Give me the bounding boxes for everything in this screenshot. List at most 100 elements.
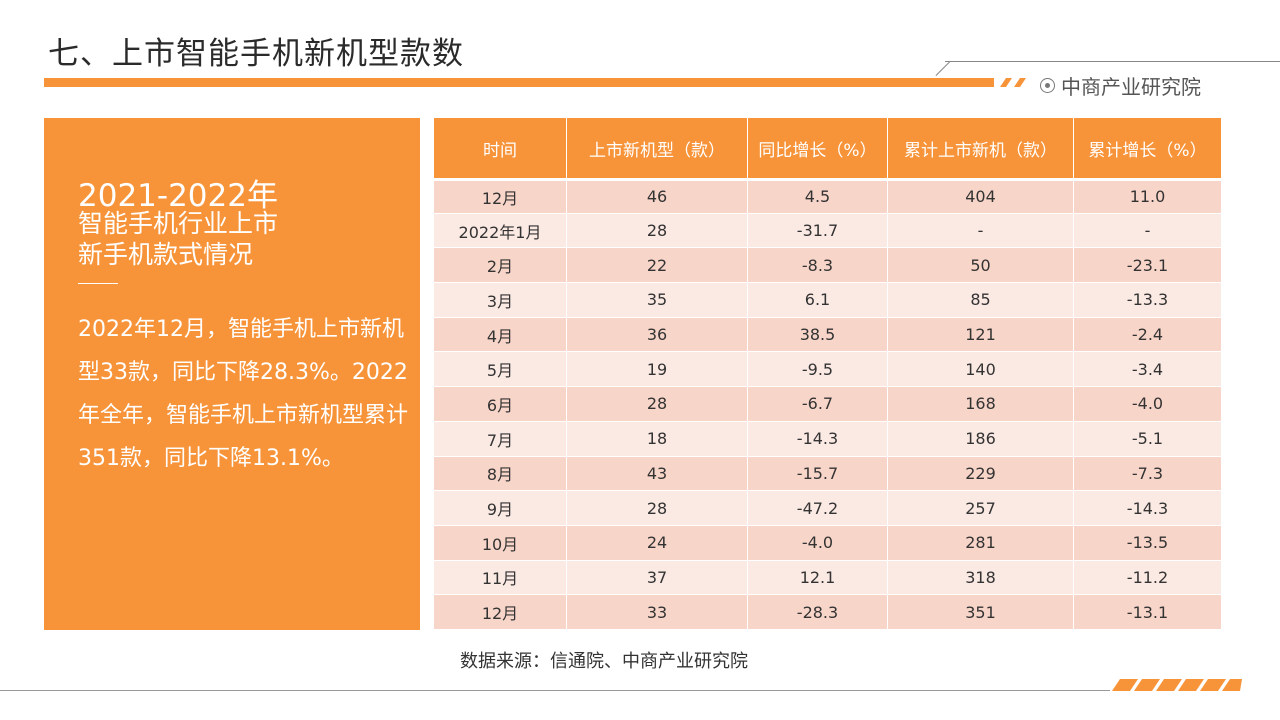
cell-cumulative-growth: -7.3: [1074, 455, 1221, 491]
cell-time: 12月: [434, 594, 567, 629]
brand-logo: 中商产业研究院: [1040, 71, 1201, 100]
target-icon: [1040, 78, 1055, 93]
cell-yoy-growth: 12.1: [748, 559, 888, 595]
header-time: 时间: [434, 118, 567, 178]
cell-cumulative-models: 318: [888, 559, 1074, 595]
cell-new-models: 43: [567, 455, 748, 491]
cell-cumulative-models: 186: [888, 420, 1074, 456]
cell-yoy-growth: -14.3: [748, 420, 888, 456]
cell-cumulative-growth: -13.5: [1074, 524, 1221, 560]
table-row: 12月 46 4.5 404 11.0: [434, 178, 1221, 213]
cell-yoy-growth: -9.5: [748, 351, 888, 387]
cell-new-models: 36: [567, 316, 748, 352]
cell-new-models: 18: [567, 420, 748, 456]
cell-time: 11月: [434, 559, 567, 595]
cell-time: 10月: [434, 524, 567, 560]
cell-cumulative-growth: -13.3: [1074, 282, 1221, 317]
table-row: 2月 22 -8.3 50 -23.1: [434, 247, 1221, 283]
cell-cumulative-models: 140: [888, 351, 1074, 387]
table-row: 4月 36 38.5 121 -2.4: [434, 316, 1221, 352]
cell-time: 7月: [434, 420, 567, 456]
data-table: 时间 上市新机型（款） 同比增长（%） 累计上市新机（款） 累计增长（%） 12…: [434, 118, 1221, 629]
cell-cumulative-models: 50: [888, 247, 1074, 283]
header-divider-line: [945, 61, 1280, 62]
header-new-models: 上市新机型（款）: [567, 118, 748, 178]
cell-cumulative-growth: -14.3: [1074, 490, 1221, 525]
table-row: 5月 19 -9.5 140 -3.4: [434, 351, 1221, 387]
table-header-row: 时间 上市新机型（款） 同比增长（%） 累计上市新机（款） 累计增长（%）: [434, 118, 1221, 178]
cell-time: 8月: [434, 455, 567, 491]
table-row: 3月 35 6.1 85 -13.3: [434, 282, 1221, 317]
cell-yoy-growth: -31.7: [748, 212, 888, 248]
table-row: 7月 18 -14.3 186 -5.1: [434, 420, 1221, 456]
summary-subtitle: 智能手机行业上市 新手机款式情况: [78, 208, 278, 270]
cell-new-models: 37: [567, 559, 748, 595]
cell-cumulative-growth: -13.1: [1074, 594, 1221, 629]
summary-paragraph: 2022年12月，智能手机上市新机型33款，同比下降28.3%。2022年全年，…: [78, 317, 409, 471]
summary-divider: [78, 283, 118, 284]
cell-cumulative-models: -: [888, 212, 1074, 248]
table-row: 12月 33 -28.3 351 -13.1: [434, 594, 1221, 629]
footer-divider: [0, 690, 1110, 691]
cell-cumulative-models: 257: [888, 490, 1074, 525]
cell-new-models: 22: [567, 247, 748, 283]
header-cumulative-growth: 累计增长（%）: [1074, 118, 1221, 178]
cell-cumulative-growth: -: [1074, 212, 1221, 248]
cell-new-models: 28: [567, 212, 748, 248]
summary-subtitle-line2: 新手机款式情况: [78, 240, 254, 269]
cell-cumulative-growth: -5.1: [1074, 420, 1221, 456]
brand-name: 中商产业研究院: [1061, 75, 1201, 99]
cell-cumulative-growth: -4.0: [1074, 386, 1221, 421]
cell-cumulative-models: 168: [888, 386, 1074, 421]
table-row: 6月 28 -6.7 168 -4.0: [434, 386, 1221, 421]
cell-time: 3月: [434, 282, 567, 317]
header-yoy-growth: 同比增长（%）: [748, 118, 888, 178]
title-accent-bar: [44, 78, 994, 87]
cell-yoy-growth: -4.0: [748, 524, 888, 560]
cell-yoy-growth: 6.1: [748, 282, 888, 317]
header-divider-diagonal: [935, 61, 951, 76]
cell-new-models: 33: [567, 594, 748, 629]
page-title: 七、上市智能手机新机型款数: [48, 36, 464, 72]
cell-new-models: 24: [567, 524, 748, 560]
cell-cumulative-growth: -2.4: [1074, 316, 1221, 352]
cell-cumulative-growth: -3.4: [1074, 351, 1221, 387]
table-row: 11月 37 12.1 318 -11.2: [434, 559, 1221, 595]
cell-time: 5月: [434, 351, 567, 387]
cell-cumulative-models: 281: [888, 524, 1074, 560]
cell-cumulative-growth: -11.2: [1074, 559, 1221, 595]
cell-time: 6月: [434, 386, 567, 421]
cell-cumulative-growth: -23.1: [1074, 247, 1221, 283]
summary-panel: 2021-2022年 智能手机行业上市 新手机款式情况 2022年12月，智能手…: [44, 118, 420, 630]
cell-new-models: 46: [567, 178, 748, 213]
table-row: 9月 28 -47.2 257 -14.3: [434, 490, 1221, 525]
cell-new-models: 35: [567, 282, 748, 317]
table-row: 8月 43 -15.7 229 -7.3: [434, 455, 1221, 491]
cell-yoy-growth: 4.5: [748, 178, 888, 213]
summary-years: 2021-2022年: [78, 178, 278, 214]
title-stripes-decoration: [1000, 78, 1026, 87]
cell-yoy-growth: -15.7: [748, 455, 888, 491]
cell-yoy-growth: -8.3: [748, 247, 888, 283]
cell-time: 9月: [434, 490, 567, 525]
cell-cumulative-models: 85: [888, 282, 1074, 317]
cell-new-models: 28: [567, 386, 748, 421]
table-row: 2022年1月 28 -31.7- -: [434, 212, 1221, 248]
cell-cumulative-models: 351: [888, 594, 1074, 629]
footer-stripes-decoration: [1112, 679, 1242, 691]
cell-time: 4月: [434, 316, 567, 352]
cell-new-models: 28: [567, 490, 748, 525]
cell-yoy-growth: -47.2: [748, 490, 888, 525]
summary-subtitle-line1: 智能手机行业上市: [78, 209, 279, 238]
cell-time: 2022年1月: [434, 212, 567, 248]
cell-cumulative-models: 404: [888, 178, 1074, 213]
cell-yoy-growth: -28.3: [748, 594, 888, 629]
cell-new-models: 19: [567, 351, 748, 387]
cell-time: 12月: [434, 178, 567, 213]
header-cumulative-models: 累计上市新机（款）: [888, 118, 1074, 178]
cell-time: 2月: [434, 247, 567, 283]
cell-cumulative-growth: 11.0: [1074, 178, 1221, 213]
table-row: 10月 24 -4.0 281 -13.5: [434, 524, 1221, 560]
cell-yoy-growth: -6.7: [748, 386, 888, 421]
cell-yoy-growth: 38.5: [748, 316, 888, 352]
